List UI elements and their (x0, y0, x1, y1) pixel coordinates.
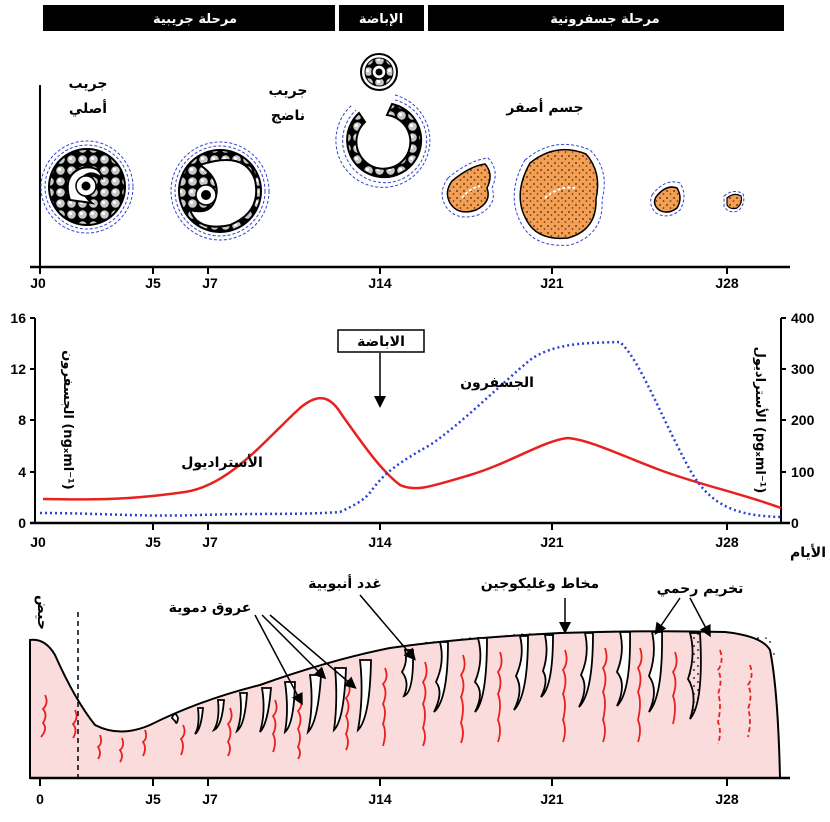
uterus-panel: حيض عروق دموية غدد أنبوبية مخاط وغليكوجي… (29, 574, 790, 807)
left-tick-12: 12 (10, 361, 26, 377)
chart-tick-j14: J14 (368, 534, 392, 550)
ovulation-box (337, 329, 425, 353)
right-tick-100: 100 (791, 464, 815, 480)
ovary-tick-j21: J21 (540, 275, 564, 291)
mature-follicle (170, 141, 270, 241)
mature-follicle-label-2: ناضج (271, 108, 305, 124)
ovary-tick-j5: J5 (145, 275, 161, 291)
ovulation-phase-bar (339, 5, 424, 31)
blood-vessels (40, 647, 753, 763)
uterus-day-ticks: 0 J5 J7 J14 J21 J28 (36, 778, 739, 807)
mucus-glycogen-label: مخاط وغليكوجين (481, 576, 599, 592)
corpus-luteum-regressing (650, 181, 685, 217)
chart-tick-j5: J5 (145, 534, 161, 550)
chart-tick-j28: J28 (715, 534, 739, 550)
uterus-tick-j14: J14 (368, 791, 392, 807)
ovulation-label: الاباضة (357, 334, 405, 350)
ovary-tick-j28: J28 (715, 275, 739, 291)
phase-bar: مرحلة جريبية الإباضة مرحلة جسفرونية (43, 5, 784, 31)
primordial-follicle-label-2: أصلي (69, 99, 107, 117)
ovulation-callout: الاباضة (337, 329, 425, 408)
ovary-tick-j14: J14 (368, 275, 392, 291)
follicular-phase-label: مرحلة جريبية (153, 12, 237, 27)
ovulation-phase-label: الإباضة (359, 12, 403, 27)
left-axis-label: الجسفرون (ngₓml⁻¹) (60, 350, 75, 489)
primordial-follicle-label-1: جريب (69, 76, 108, 92)
uterine-glands (170, 631, 702, 735)
blood-vessels-label: عروق دموية (169, 600, 252, 616)
chart-day-ticks: J0 J5 J7 J14 J21 J28 (30, 523, 739, 550)
corpus-luteum-label: جسم أصفر (505, 98, 583, 116)
chart-tick-j7: J7 (202, 534, 218, 550)
left-tick-8: 8 (18, 412, 26, 428)
right-axis-ticks: 400 300 200 100 0 (781, 310, 815, 531)
mature-follicle-label-1: جريب (269, 83, 308, 99)
uterus-tick-j7: J7 (202, 791, 218, 807)
endometrium (29, 630, 782, 779)
left-tick-4: 4 (18, 464, 26, 480)
left-tick-16: 16 (10, 310, 26, 326)
luteal-phase-label: مرحلة جسفرونية (550, 12, 659, 27)
right-axis-label: الأستراديول (pgₓml⁻¹) (752, 347, 769, 494)
left-axis-ticks: 16 12 8 4 0 (10, 310, 35, 531)
ovary-day-ticks: J0 J5 J7 J14 J21 J28 (30, 267, 739, 291)
uterus-pointers (254, 594, 711, 706)
chart-tick-j0: J0 (30, 534, 46, 550)
estradiol-curve (42, 397, 782, 510)
progesterone-curve (39, 340, 782, 519)
corpus-luteum-early (441, 157, 496, 218)
left-tick-0: 0 (18, 515, 26, 531)
menses-label: حيض (34, 595, 50, 630)
tubular-glands-label: غدد أنبوبية (308, 574, 382, 592)
uterus-tick-j5: J5 (145, 791, 161, 807)
corpus-luteum-mature (513, 143, 605, 246)
progesterone-label: الجسفرون (460, 375, 534, 391)
right-tick-0: 0 (791, 515, 799, 531)
primordial-follicle (40, 140, 134, 234)
follicular-phase-bar (43, 5, 335, 31)
ovulating-follicle (335, 53, 431, 188)
ovary-panel: جريب أصلي جريب ناضج جسم أصفر J0 J5 J7 J1… (30, 53, 790, 291)
uterus-tick-0: 0 (36, 791, 44, 807)
chart-tick-j21: J21 (540, 534, 564, 550)
uterus-tick-j21: J21 (540, 791, 564, 807)
uterine-lace-label: تخريم رحمي (657, 581, 744, 597)
luteal-phase-bar (428, 5, 784, 31)
hormone-chart: 16 12 8 4 0 400 300 200 100 0 الجسفرون (… (10, 310, 826, 561)
right-tick-400: 400 (791, 310, 815, 326)
estradiol-label: الأستراديول (181, 454, 263, 471)
corpus-albicans (723, 190, 745, 213)
ovary-tick-j0: J0 (30, 275, 46, 291)
uterus-tick-j28: J28 (715, 791, 739, 807)
ovary-tick-j7: J7 (202, 275, 218, 291)
days-label: الأيام (790, 544, 826, 561)
right-tick-200: 200 (791, 412, 815, 428)
right-tick-300: 300 (791, 361, 815, 377)
